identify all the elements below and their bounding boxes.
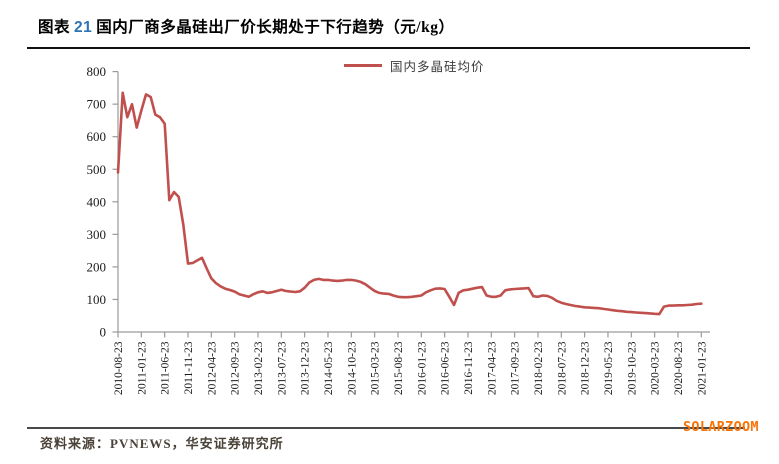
y-tick-label: 400	[87, 194, 107, 209]
legend: 国内多晶硅均价	[344, 56, 485, 75]
x-tick-label: 2018-07-23	[556, 341, 568, 395]
figure-title-text: 国内厂商多晶硅出厂价长期处于下行趋势（元/kg）	[96, 19, 455, 36]
svg-text:2017-04-23: 2017-04-23	[486, 341, 498, 395]
y-tick-label: 100	[87, 292, 107, 307]
y-tick-label: 600	[87, 129, 107, 144]
svg-text:2018-07-23: 2018-07-23	[556, 341, 568, 395]
x-tick-label: 2017-04-23	[486, 341, 498, 395]
x-tick-label: 2016-01-23	[416, 341, 428, 395]
svg-text:2021-01-23: 2021-01-23	[696, 341, 708, 395]
svg-text:2015-03-23: 2015-03-23	[370, 341, 382, 395]
svg-text:2017-09-23: 2017-09-23	[510, 341, 522, 395]
svg-text:2014-05-23: 2014-05-23	[323, 341, 335, 395]
x-tick-label: 2012-04-23	[206, 341, 218, 395]
legend-label: 国内多晶硅均价	[390, 60, 485, 74]
figure-number: 21	[74, 19, 93, 36]
svg-text:2014-10-23: 2014-10-23	[346, 341, 358, 395]
x-tick-label: 2011-01-23	[136, 341, 148, 394]
y-tick-label: 300	[87, 227, 107, 242]
y-tick-label: 500	[87, 162, 107, 177]
x-tick-label: 2017-09-23	[510, 341, 522, 395]
x-tick-label: 2019-10-23	[626, 341, 638, 395]
svg-text:2016-01-23: 2016-01-23	[416, 341, 428, 395]
legend-line-swatch	[344, 64, 382, 67]
svg-text:2012-09-23: 2012-09-23	[230, 341, 242, 395]
x-tick-label: 2018-12-23	[580, 341, 592, 395]
title-divider	[27, 47, 750, 49]
svg-text:2020-08-23: 2020-08-23	[673, 341, 685, 395]
svg-text:2011-06-23: 2011-06-23	[160, 341, 172, 394]
figure-title-prefix: 图表	[38, 19, 71, 36]
x-tick-label: 2014-10-23	[346, 341, 358, 395]
x-tick-label: 2020-03-23	[650, 341, 662, 395]
svg-text:2019-05-23: 2019-05-23	[603, 341, 615, 395]
price-line-chart: 0 100 200 300 400 500 600 700 800 2010-08-23 2011-…	[87, 64, 710, 395]
svg-text:2013-07-23: 2013-07-23	[276, 341, 288, 395]
x-tick-label: 2015-08-23	[393, 341, 405, 395]
price-line	[116, 91, 703, 316]
svg-text:2015-08-23: 2015-08-23	[393, 341, 405, 395]
svg-text:2011-11-23: 2011-11-23	[183, 341, 195, 394]
footer-divider	[27, 427, 745, 429]
solarzoom-watermark: SOLARZOOM	[683, 419, 759, 435]
x-tick-label: 2019-05-23	[603, 341, 615, 395]
x-tick-label: 2020-08-23	[673, 341, 685, 395]
svg-text:2012-04-23: 2012-04-23	[206, 341, 218, 395]
svg-text:2019-10-23: 2019-10-23	[626, 341, 638, 395]
y-tick-label: 0	[100, 325, 107, 340]
svg-text:2013-12-23: 2013-12-23	[300, 341, 312, 395]
x-tick-label: 2010-08-23	[113, 341, 125, 395]
x-tick-label: 2015-03-23	[370, 341, 382, 395]
svg-text:2018-02-23: 2018-02-23	[533, 341, 545, 395]
x-tick-label: 2013-07-23	[276, 341, 288, 395]
x-tick-label: 2011-06-23	[160, 341, 172, 394]
svg-text:2013-02-23: 2013-02-23	[253, 341, 265, 395]
x-tick-label: 2013-12-23	[300, 341, 312, 395]
x-tick-label: 2016-11-23	[463, 341, 475, 394]
x-tick-label: 2012-09-23	[230, 341, 242, 395]
x-tick-label: 2011-11-23	[183, 341, 195, 394]
source-note: 资料来源：PVNEWS，华安证券研究所	[40, 436, 284, 451]
svg-text:2016-06-23: 2016-06-23	[440, 341, 452, 395]
svg-text:2011-01-23: 2011-01-23	[136, 341, 148, 394]
x-tick-label: 2014-05-23	[323, 341, 335, 395]
y-tick-label: 200	[87, 259, 107, 274]
svg-text:2018-12-23: 2018-12-23	[580, 341, 592, 395]
x-tick-label: 2018-02-23	[533, 341, 545, 395]
y-tick-label: 800	[87, 64, 107, 79]
svg-text:2020-03-23: 2020-03-23	[650, 341, 662, 395]
x-tick-label: 2021-01-23	[696, 341, 708, 395]
y-tick-label: 700	[87, 97, 107, 112]
svg-text:2010-08-23: 2010-08-23	[113, 341, 125, 395]
x-tick-label: 2013-02-23	[253, 341, 265, 395]
svg-text:2016-11-23: 2016-11-23	[463, 341, 475, 394]
x-tick-label: 2016-06-23	[440, 341, 452, 395]
figure-title: 图表 21 国内厂商多晶硅出厂价长期处于下行趋势（元/kg）	[38, 15, 454, 37]
